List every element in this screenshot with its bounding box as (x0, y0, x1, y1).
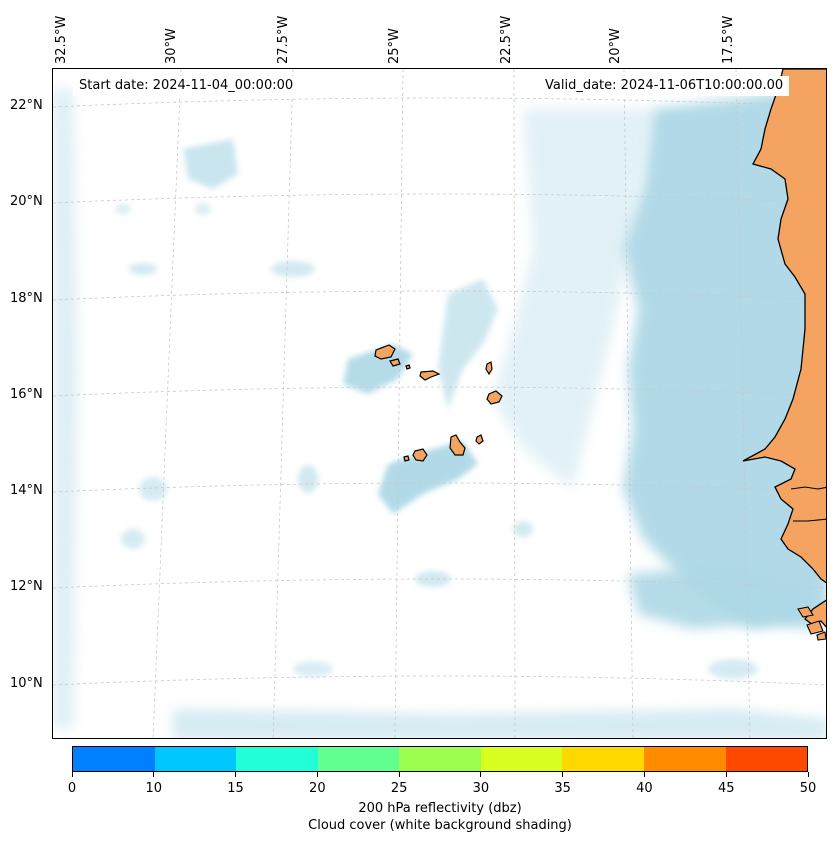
valid-date-label: Valid_date: 2024-11-06T10:00:00.00 (539, 76, 790, 96)
cloud-cover-layer (53, 89, 826, 738)
lon-label-22-5w: 22.5°W (499, 15, 514, 64)
cape-verde-islands (374, 344, 503, 462)
map-panel[interactable] (52, 68, 827, 739)
colorbar-tick (316, 772, 318, 777)
gridline-lat-22n (53, 97, 826, 108)
lon-label-25w: 25°W (387, 28, 402, 64)
lon-label-27-5w: 27.5°W (276, 15, 291, 64)
gridline-lat-18n (53, 290, 826, 301)
colorbar-tick-label: 25 (390, 781, 408, 796)
island-maio (475, 434, 484, 445)
island-fogo (412, 448, 428, 462)
lat-label-20n: 20°N (10, 194, 43, 209)
reflectivity-colorbar (72, 746, 808, 772)
colorbar-segment-3 (317, 747, 400, 771)
cloud-southern-patch (628, 564, 826, 629)
gridline-lon-30w (152, 69, 182, 738)
colorbar-segment-8 (725, 747, 808, 771)
african-mainland (742, 69, 826, 584)
cloud-south-edge (173, 709, 826, 738)
island-santa-luzia (405, 364, 411, 370)
island-boa-vista (486, 390, 503, 405)
lon-label-20w: 20°W (608, 28, 623, 64)
colorbar-tick-label: 20 (309, 781, 326, 796)
gridline-lat-20n (53, 193, 826, 204)
cloud-central-streak (438, 279, 498, 409)
gridline-lat-16n (53, 386, 826, 397)
colorbar-segment-0 (73, 747, 155, 771)
colorbar-segment-6 (562, 747, 644, 771)
island-santiago (449, 434, 466, 456)
colorbar-title: 200 hPa reflectivity (dbz) (358, 801, 522, 816)
gridline-lon-27-5w (272, 69, 294, 738)
colorbar-subtitle: Cloud cover (white background shading) (308, 818, 572, 833)
lat-label-22n: 22°N (10, 98, 43, 113)
cloud-eastern-band (623, 89, 826, 629)
island-sao-vicente (389, 358, 401, 367)
gambia-river (790, 486, 826, 490)
colorbar-tick (562, 772, 564, 777)
lat-label-18n: 18°N (10, 291, 43, 306)
start-date-label: Start date: 2024-11-04_00:00:00 (73, 76, 300, 96)
cloud-west-cluster (183, 139, 238, 189)
lon-label-32-5w: 32.5°W (54, 15, 69, 64)
lat-label-14n: 14°N (10, 483, 43, 498)
colorbar-tick (71, 772, 73, 777)
lon-label-30w: 30°W (164, 28, 179, 64)
colorbar-tick-label: 45 (717, 781, 735, 796)
colorbar-tick (398, 772, 400, 777)
colorbar-tick-label: 35 (554, 781, 571, 796)
colorbar-segment-7 (643, 747, 726, 771)
colorbar-segment-4 (399, 747, 481, 771)
gridline-lat-10n (53, 675, 826, 686)
gridline-lon-22-5w (513, 69, 516, 738)
gridline-lat-12n (53, 578, 826, 589)
lat-label-12n: 12°N (10, 579, 43, 594)
island-santo-antao (374, 344, 396, 360)
lon-label-17-5w: 17.5°W (721, 15, 736, 64)
colorbar-tick (153, 772, 155, 777)
gridline-lon-25w (394, 69, 404, 738)
colorbar-tick-label: 15 (227, 781, 244, 796)
bissagos-island-2 (806, 620, 824, 635)
island-brava (403, 455, 410, 462)
island-sao-nicolau (419, 370, 441, 381)
lat-label-10n: 10°N (10, 676, 43, 691)
colorbar-segment-5 (480, 747, 563, 771)
gridline-lon-17-5w (735, 69, 751, 738)
gridline-lon-20w (623, 69, 634, 738)
colorbar-tick-label: 0 (67, 781, 77, 796)
cloud-west-edge (53, 89, 78, 729)
island-sal (485, 361, 493, 376)
colorbar-tick-label: 10 (145, 781, 163, 796)
colorbar-tick-label: 50 (799, 781, 817, 796)
cloud-eastern-haze (493, 109, 653, 489)
graticule (53, 69, 826, 738)
colorbar-tick (643, 772, 645, 777)
bissagos-island-3 (816, 631, 826, 641)
colorbar-segment-2 (236, 747, 318, 771)
colorbar-segment-1 (154, 747, 237, 771)
cloud-cape-verde-north (343, 344, 413, 394)
casamance-river (793, 518, 826, 522)
lat-label-16n: 16°N (10, 387, 43, 402)
cloud-cape-verde-south (378, 441, 478, 514)
bissagos-island-1 (797, 606, 814, 618)
colorbar-tick-label: 40 (636, 781, 653, 796)
map-canvas (53, 69, 826, 738)
colorbar-tick (480, 772, 482, 777)
colorbar-tick (725, 772, 727, 777)
colorbar-tick (235, 772, 237, 777)
gridline-lat-14n (53, 482, 826, 493)
colorbar-tick (807, 772, 809, 777)
colorbar-tick-label: 30 (472, 781, 490, 796)
